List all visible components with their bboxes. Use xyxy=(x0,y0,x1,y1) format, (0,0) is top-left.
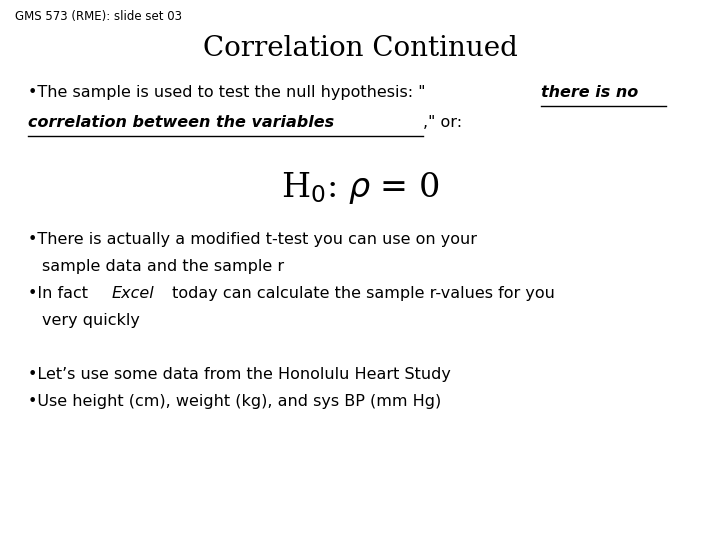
Text: •The sample is used to test the null hypothesis: ": •The sample is used to test the null hyp… xyxy=(28,85,426,100)
Text: ," or:: ," or: xyxy=(423,115,462,130)
Text: •In fact: •In fact xyxy=(28,286,93,301)
Text: sample data and the sample r: sample data and the sample r xyxy=(42,259,284,274)
Text: •Use height (cm), weight (kg), and sys BP (mm Hg): •Use height (cm), weight (kg), and sys B… xyxy=(28,394,441,409)
Text: H$_0$: $\rho$ = 0: H$_0$: $\rho$ = 0 xyxy=(281,170,439,206)
Text: •There is actually a modified t-test you can use on your: •There is actually a modified t-test you… xyxy=(28,232,477,247)
Text: there is no: there is no xyxy=(541,85,638,100)
Text: correlation between the variables: correlation between the variables xyxy=(28,115,334,130)
Text: •Let’s use some data from the Honolulu Heart Study: •Let’s use some data from the Honolulu H… xyxy=(28,367,451,382)
Text: today can calculate the sample r-values for you: today can calculate the sample r-values … xyxy=(167,286,555,301)
Text: •The sample is used to test the null hypothesis: ": •The sample is used to test the null hyp… xyxy=(28,85,426,100)
Text: Excel: Excel xyxy=(112,286,155,301)
Text: there is no: there is no xyxy=(541,85,638,100)
Text: GMS 573 (RME): slide set 03: GMS 573 (RME): slide set 03 xyxy=(15,10,182,23)
Text: correlation between the variables: correlation between the variables xyxy=(28,115,334,130)
Text: correlation between the variables: correlation between the variables xyxy=(28,115,334,130)
Text: there is no: there is no xyxy=(541,85,638,100)
Text: Correlation Continued: Correlation Continued xyxy=(202,35,518,62)
Text: Excel: Excel xyxy=(112,286,155,301)
Text: •In fact: •In fact xyxy=(28,286,93,301)
Text: very quickly: very quickly xyxy=(42,313,140,328)
